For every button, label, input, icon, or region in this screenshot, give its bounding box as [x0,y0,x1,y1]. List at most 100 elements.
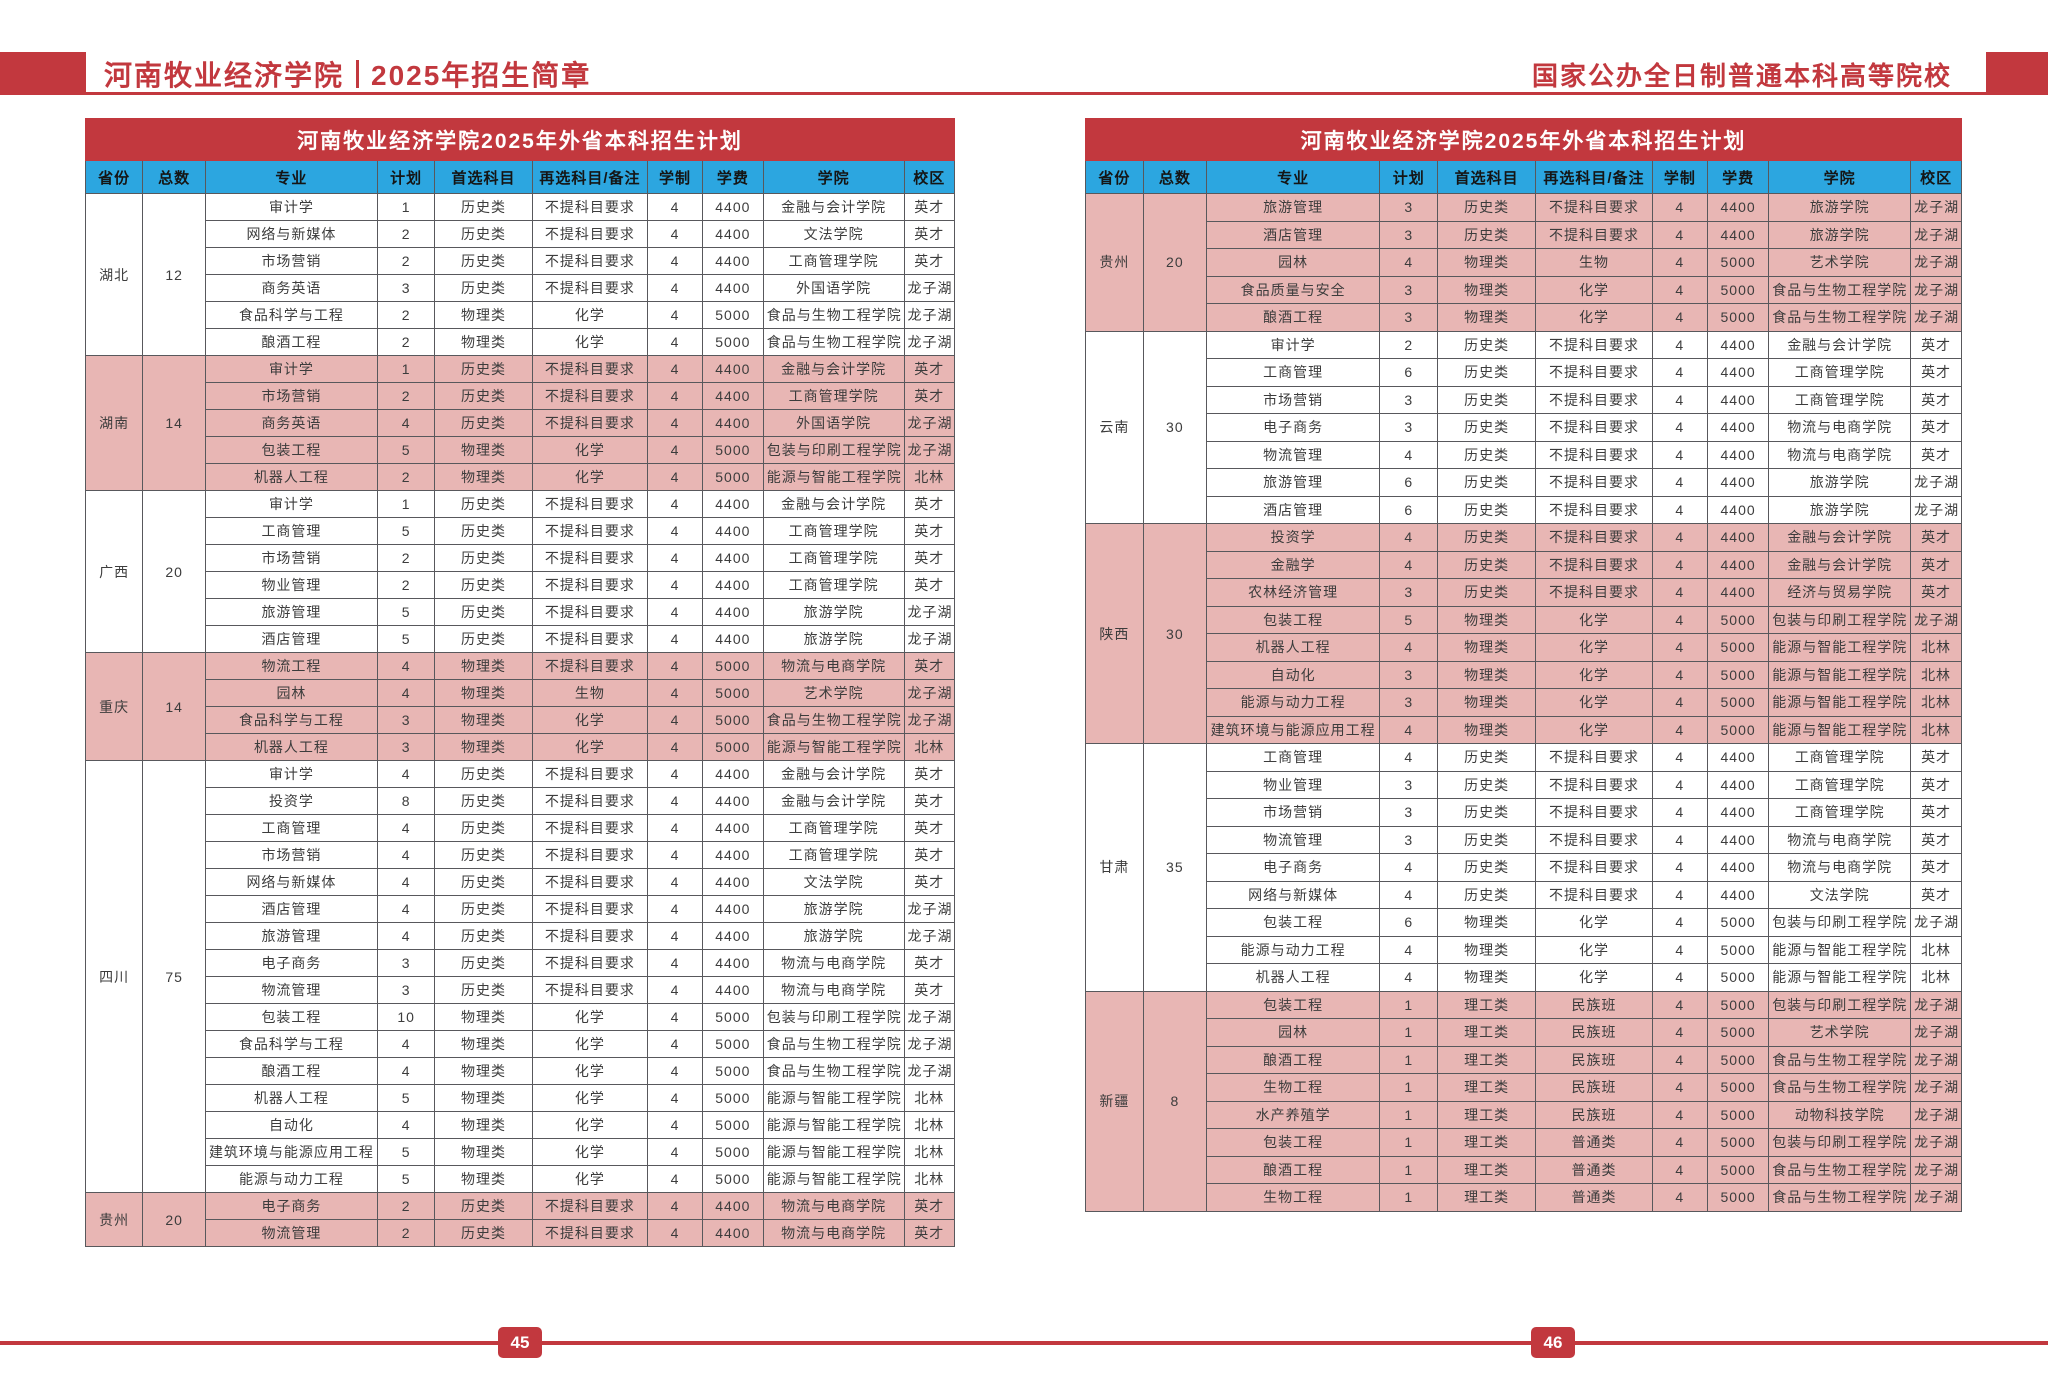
cell-major: 市场营销 [1205,385,1381,414]
cell-first-subject: 物理类 [434,652,533,680]
cell-first-subject: 历史类 [434,598,533,626]
cell-re-subject: 化学 [1535,633,1653,662]
cell-college: 工商管理学院 [762,517,905,545]
cell-re-subject: 化学 [531,463,649,491]
cell-college: 能源与智能工程学院 [762,1111,905,1139]
cell-major: 自动化 [1205,660,1381,689]
cell-plan: 2 [376,301,436,329]
cell-duration: 4 [1651,578,1708,607]
cell-duration: 4 [647,1003,703,1031]
cell-duration: 4 [647,733,703,761]
cell-campus: 英才 [903,868,956,896]
cell-tuition: 5000 [701,733,764,761]
cell-college: 工商管理学院 [1768,770,1912,799]
cell-campus: 龙子湖 [903,409,956,437]
cell-duration: 4 [647,922,703,950]
cell-campus: 英才 [903,1219,956,1247]
cell-plan: 4 [376,760,436,788]
cell-re-subject: 化学 [1535,275,1653,304]
cell-plan: 5 [376,436,436,464]
cell-first-subject: 理工类 [1437,990,1537,1019]
cell-re-subject: 化学 [1535,908,1653,937]
cell-campus: 英才 [903,814,956,842]
cell-campus: 英才 [1910,330,1962,359]
cell-plan: 3 [1379,385,1439,414]
cell-re-subject: 不提科目要求 [531,625,649,653]
cell-plan: 4 [376,1030,436,1058]
cell-tuition: 4400 [701,598,764,626]
cell-tuition: 5000 [1706,1100,1770,1129]
cell-duration: 4 [647,1219,703,1247]
cell-plan: 3 [1379,825,1439,854]
cell-province: 陕西 [1085,523,1144,744]
cell-college: 物流与电商学院 [762,652,905,680]
cell-tuition: 5000 [1706,935,1770,964]
cell-duration: 4 [647,517,703,545]
column-header-total: 总数 [1142,160,1207,194]
cell-re-subject: 民族班 [1535,1073,1653,1102]
cell-major: 网络与新媒体 [204,868,378,896]
cell-college: 外国语学院 [762,409,905,437]
cell-campus: 英才 [903,760,956,788]
cell-re-subject: 化学 [1535,963,1653,992]
cell-college: 物流与电商学院 [762,949,905,977]
table-row: 工商管理 4 历史类 不提科目要求 4 4400 工商管理学院 英才 [86,814,956,842]
cell-first-subject: 历史类 [1437,825,1537,854]
cell-province: 广西 [84,490,144,653]
cell-major: 生物工程 [1205,1183,1381,1212]
cell-first-subject: 物理类 [434,1030,533,1058]
cell-campus: 英才 [1910,385,1962,414]
cell-total: 14 [142,355,206,491]
cell-major: 能源与动力工程 [1205,688,1381,717]
cell-total: 30 [1142,523,1207,744]
cell-major: 生物工程 [1205,1073,1381,1102]
cell-re-subject: 不提科目要求 [531,355,649,383]
cell-major: 包装工程 [204,436,378,464]
cell-plan: 4 [1379,880,1439,909]
header-divider [356,60,360,88]
cell-first-subject: 历史类 [1437,770,1537,799]
cell-duration: 4 [647,220,703,248]
cell-tuition: 4400 [701,517,764,545]
cell-first-subject: 物理类 [1437,275,1537,304]
cell-major: 包装工程 [1205,605,1381,634]
cell-major: 食品质量与安全 [1205,275,1381,304]
cell-first-subject: 物理类 [434,1165,533,1193]
cell-first-subject: 历史类 [434,193,533,221]
cell-college: 能源与智能工程学院 [762,1165,905,1193]
cell-major: 电子商务 [204,949,378,977]
table-row: 甘肃 35 工商管理 4 历史类 不提科目要求 4 4400 工商管理学院 英才 [1085,743,1962,992]
cell-province: 湖南 [84,355,144,491]
cell-re-subject: 不提科目要求 [531,922,649,950]
cell-college: 能源与智能工程学院 [1768,715,1912,744]
table-row: 食品科学与工程 4 物理类 化学 4 5000 食品与生物工程学院 龙子湖 [86,1030,956,1058]
cell-college: 物流与电商学院 [1768,825,1912,854]
cell-tuition: 4400 [701,841,764,869]
cell-first-subject: 历史类 [434,922,533,950]
cell-college: 旅游学院 [1768,220,1912,249]
cell-first-subject: 历史类 [434,868,533,896]
cell-college: 工商管理学院 [762,841,905,869]
cell-first-subject: 历史类 [1437,385,1537,414]
cell-college: 艺术学院 [1768,248,1912,277]
cell-re-subject: 化学 [531,1057,649,1085]
cell-college: 工商管理学院 [762,247,905,275]
cell-campus: 龙子湖 [1910,1100,1962,1129]
cell-duration: 4 [647,787,703,815]
brochure-title: 2025年招生简章 [371,60,592,91]
cell-major: 水产养殖学 [1205,1100,1381,1129]
cell-college: 物流与电商学院 [1768,853,1912,882]
cell-major: 酿酒工程 [1205,1155,1381,1184]
cell-first-subject: 历史类 [434,814,533,842]
table-row: 能源与动力工程 3 物理类 化学 4 5000 能源与智能工程学院 北林 [1086,688,1962,717]
table-row: 电子商务 3 历史类 不提科目要求 4 4400 物流与电商学院 英才 [86,949,956,977]
cell-major: 酒店管理 [204,625,378,653]
cell-major: 审计学 [1205,330,1381,359]
cell-major: 食品科学与工程 [204,706,378,734]
cell-plan: 3 [376,949,436,977]
table-row: 酒店管理 6 历史类 不提科目要求 4 4400 旅游学院 龙子湖 [1086,495,1962,524]
cell-campus: 北林 [1910,688,1962,717]
cell-duration: 4 [1651,1073,1708,1102]
cell-first-subject: 历史类 [1437,468,1537,497]
cell-re-subject: 化学 [1535,605,1653,634]
